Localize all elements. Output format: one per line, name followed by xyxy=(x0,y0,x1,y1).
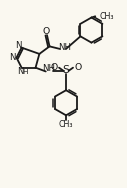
Text: CH₃: CH₃ xyxy=(59,120,73,129)
Text: O: O xyxy=(50,63,58,72)
Text: CH₃: CH₃ xyxy=(99,12,114,21)
Text: N: N xyxy=(17,67,24,76)
Text: O: O xyxy=(74,63,82,72)
Text: NH: NH xyxy=(58,43,71,52)
Text: O: O xyxy=(42,27,49,36)
Text: NH: NH xyxy=(42,64,55,73)
Text: S: S xyxy=(63,65,69,75)
Text: H: H xyxy=(22,69,28,75)
Text: N: N xyxy=(15,41,22,50)
Text: N: N xyxy=(9,53,15,62)
